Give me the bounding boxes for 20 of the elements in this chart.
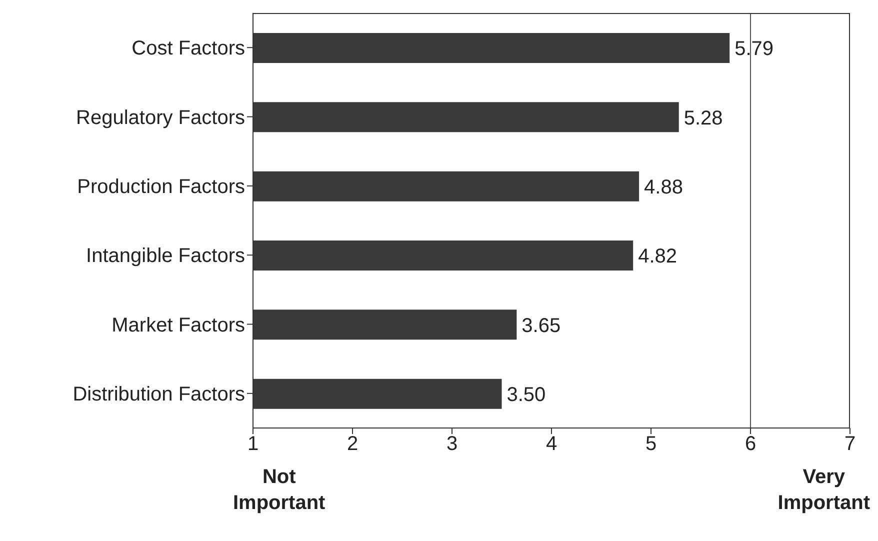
y-tick-label: Intangible Factors bbox=[86, 245, 245, 268]
data-label: 4.82 bbox=[638, 246, 678, 268]
y-tick-label: Distribution Factors bbox=[72, 384, 245, 406]
y-tick-label: Production Factors bbox=[77, 176, 245, 198]
data-label: 3.65 bbox=[522, 314, 561, 337]
x-tick-label: 5 bbox=[645, 433, 657, 456]
x-tick-label: 4 bbox=[546, 433, 558, 456]
x-tick-label: 2 bbox=[346, 433, 358, 456]
y-tick-label: Market Factors bbox=[112, 314, 245, 336]
x-tick-label: 1 bbox=[247, 433, 259, 456]
data-label: 4.88 bbox=[644, 176, 683, 198]
data-label: 5.28 bbox=[684, 107, 723, 130]
data-label: 3.50 bbox=[506, 384, 546, 406]
x-tick-label: 6 bbox=[744, 433, 756, 456]
y-tick-label: Cost Factors bbox=[132, 38, 245, 60]
x-tick-label: 3 bbox=[446, 433, 458, 456]
text: Not Important bbox=[233, 465, 326, 516]
y-tick-label: Regulatory Factors bbox=[76, 106, 245, 129]
text: Very Important bbox=[778, 465, 870, 516]
x-tick-label: 7 bbox=[844, 433, 856, 456]
